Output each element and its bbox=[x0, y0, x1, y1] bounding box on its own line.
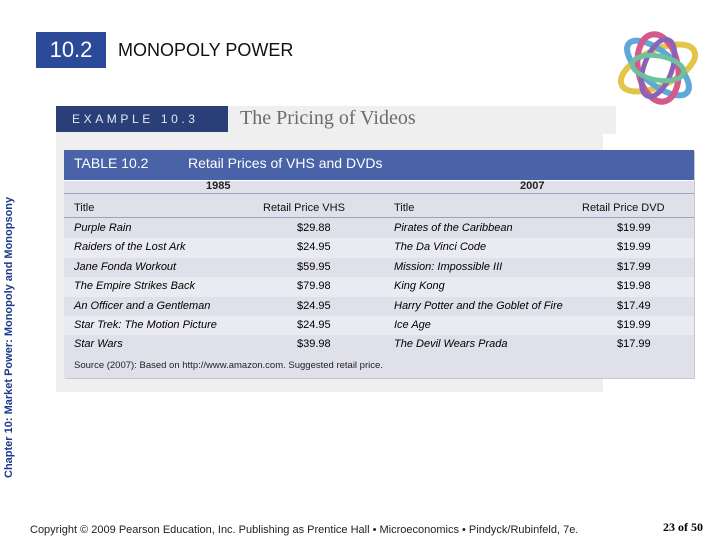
dvd-price: $19.99 bbox=[617, 241, 651, 254]
dvd-price: $17.49 bbox=[617, 299, 651, 312]
col-header-price-dvd: Retail Price DVD bbox=[582, 202, 665, 214]
year-2007: 2007 bbox=[520, 180, 545, 192]
vhs-title: Star Wars bbox=[74, 338, 123, 351]
table-row: Star Wars $39.98 The Devil Wears Prada $… bbox=[64, 335, 694, 354]
table-rows: Purple Rain $29.88 Pirates of the Caribb… bbox=[64, 219, 694, 355]
vhs-price: $79.98 bbox=[297, 280, 331, 293]
dvd-title: The Devil Wears Prada bbox=[394, 338, 508, 351]
vhs-price: $24.95 bbox=[297, 299, 331, 312]
dvd-price: $19.99 bbox=[617, 222, 651, 234]
table-row: Raiders of the Lost Ark $24.95 The Da Vi… bbox=[64, 238, 694, 258]
table-source-note: Source (2007): Based on http://www.amazo… bbox=[74, 360, 383, 371]
dvd-title: Ice Age bbox=[394, 318, 431, 331]
table-header: TABLE 10.2 Retail Prices of VHS and DVDs bbox=[64, 150, 694, 180]
divider bbox=[64, 193, 694, 194]
rings-logo-icon bbox=[617, 31, 699, 105]
dvd-price: $17.99 bbox=[617, 338, 651, 351]
copyright-footer: Copyright © 2009 Pearson Education, Inc.… bbox=[30, 524, 579, 536]
example-heading: The Pricing of Videos bbox=[240, 107, 416, 129]
example-tag: EXAMPLE 10.3 bbox=[56, 106, 228, 132]
vhs-price: $24.95 bbox=[297, 241, 331, 254]
dvd-title: The Da Vinci Code bbox=[394, 241, 487, 254]
vhs-title: Raiders of the Lost Ark bbox=[74, 241, 186, 254]
col-header-title-vhs: Title bbox=[74, 202, 95, 214]
price-table: TABLE 10.2 Retail Prices of VHS and DVDs… bbox=[64, 150, 694, 378]
divider bbox=[64, 180, 694, 181]
vhs-price: $24.95 bbox=[297, 318, 331, 331]
table-row: The Empire Strikes Back $79.98 King Kong… bbox=[64, 277, 694, 297]
col-header-title-dvd: Title bbox=[394, 202, 415, 214]
dvd-title: Mission: Impossible III bbox=[394, 260, 503, 273]
dvd-price: $17.99 bbox=[617, 260, 651, 273]
year-1985: 1985 bbox=[206, 180, 231, 192]
vhs-price: $29.88 bbox=[297, 222, 331, 234]
page-number: 23 of 50 bbox=[663, 520, 703, 534]
vhs-title: The Empire Strikes Back bbox=[74, 280, 196, 293]
dvd-title: Harry Potter and the Goblet of Fire bbox=[394, 299, 563, 312]
dvd-title: Pirates of the Caribbean bbox=[394, 222, 513, 234]
table-row: An Officer and a Gentleman $24.95 Harry … bbox=[64, 297, 694, 316]
vhs-title: Jane Fonda Workout bbox=[74, 260, 177, 273]
vhs-price: $59.95 bbox=[297, 260, 331, 273]
table-number: TABLE 10.2 bbox=[74, 155, 149, 171]
table-row: Jane Fonda Workout $59.95 Mission: Impos… bbox=[64, 258, 694, 277]
table-title: Retail Prices of VHS and DVDs bbox=[188, 155, 383, 171]
vhs-title: Star Trek: The Motion Picture bbox=[74, 318, 217, 331]
section-number: 10.2 bbox=[36, 32, 106, 68]
vhs-title: An Officer and a Gentleman bbox=[74, 299, 211, 312]
vhs-title: Purple Rain bbox=[74, 222, 132, 234]
example-panel-edge bbox=[603, 106, 616, 134]
dvd-title: King Kong bbox=[394, 280, 445, 293]
divider bbox=[64, 217, 694, 218]
dvd-price: $19.99 bbox=[617, 318, 651, 331]
col-header-price-vhs: Retail Price VHS bbox=[263, 202, 345, 214]
table-row: Purple Rain $29.88 Pirates of the Caribb… bbox=[64, 219, 694, 238]
table-row: Star Trek: The Motion Picture $24.95 Ice… bbox=[64, 315, 694, 336]
vhs-price: $39.98 bbox=[297, 338, 331, 351]
chapter-side-label: Chapter 10: Market Power: Monopoly and M… bbox=[3, 196, 15, 478]
dvd-price: $19.98 bbox=[617, 280, 651, 293]
section-title: MONOPOLY POWER bbox=[118, 40, 294, 60]
